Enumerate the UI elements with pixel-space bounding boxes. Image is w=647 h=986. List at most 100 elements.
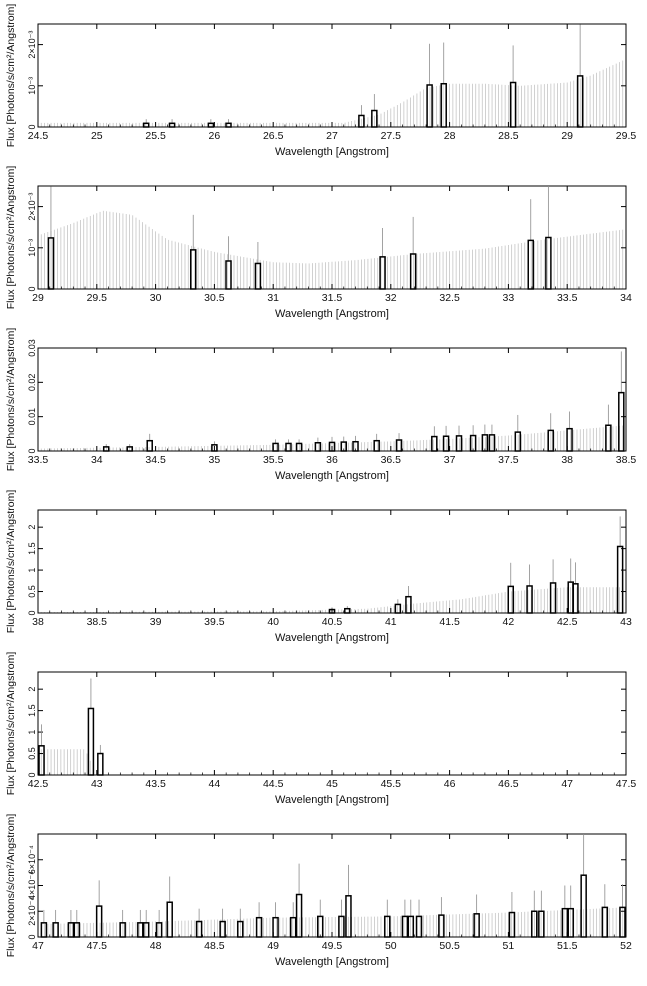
- flux-bar: [137, 922, 144, 938]
- flux-bar: [605, 424, 612, 452]
- flux-bar: [619, 906, 626, 938]
- y-tick-label: 10⁻³: [27, 239, 37, 257]
- flux-bar: [567, 907, 574, 938]
- x-tick-label: 33: [503, 292, 515, 304]
- flux-bar: [207, 122, 215, 128]
- x-tick-label: 32: [385, 292, 397, 304]
- flux-bar: [538, 910, 545, 938]
- x-tick-label: 33.5: [557, 292, 578, 304]
- panel-6: 47 47.5 48 48.5 49 49.5 50 50.5 51 51.5 52 0 2×10⁻⁴4…: [5, 814, 632, 968]
- flux-bar: [405, 595, 412, 614]
- y-tick-label: 0: [27, 772, 37, 777]
- flux-bar: [601, 906, 609, 938]
- x-tick-label: 46: [444, 778, 456, 790]
- x-tick-label: 32.5: [439, 292, 460, 304]
- flux-bar: [442, 435, 450, 452]
- flux-bar: [384, 915, 391, 938]
- flux-bar: [409, 253, 417, 290]
- flux-bar: [488, 434, 496, 452]
- flux-bar: [514, 431, 522, 452]
- flux-bar: [126, 446, 133, 452]
- panel-5: 42.5 43 43.5 44 44.5 45 45.5 46 46.5 47 47.5 0 0.5 1 1…: [5, 652, 636, 806]
- flux-bar: [52, 922, 59, 938]
- x-tick-label: 37: [444, 454, 456, 466]
- flux-bar: [426, 84, 433, 128]
- flux-bar: [272, 916, 279, 938]
- x-tick-label: 33.5: [28, 454, 49, 466]
- x-tick-label: 31.5: [322, 292, 343, 304]
- x-tick-label: 47.5: [87, 940, 108, 952]
- flux-bar: [285, 442, 292, 452]
- flux-bar: [340, 441, 348, 452]
- x-tick-label: 45: [326, 778, 338, 790]
- flux-bar: [576, 75, 584, 128]
- flux-bar: [481, 434, 489, 452]
- x-tick-label: 34.5: [145, 454, 166, 466]
- x-tick-label: 29.5: [616, 130, 637, 142]
- y-tick-label: 2: [27, 687, 37, 692]
- flux-bar: [40, 922, 48, 938]
- flux-bar: [146, 439, 153, 452]
- x-tick-label: 49.5: [322, 940, 343, 952]
- x-tick-label: 49: [267, 940, 279, 952]
- y-tick-label: 0: [27, 448, 37, 453]
- y-tick-label: 2×10⁻⁴: [27, 897, 37, 926]
- flux-bar: [547, 429, 554, 452]
- y-tick-label: 0: [27, 286, 37, 291]
- flux-bar: [455, 435, 463, 452]
- y-tick-label: 0: [27, 934, 37, 939]
- x-tick-label: 28: [444, 130, 456, 142]
- flux-bar: [431, 435, 438, 452]
- x-tick-label: 35: [209, 454, 221, 466]
- flux-bar: [272, 442, 279, 452]
- flux-bar: [394, 603, 402, 614]
- flux-bar: [508, 911, 516, 938]
- y-tick-label: 0: [27, 610, 37, 615]
- x-tick-label: 43: [620, 616, 632, 628]
- y-axis-label: Flux [Photons/s/cm²/Angstrom]: [5, 652, 17, 796]
- x-tick-label: 44.5: [263, 778, 284, 790]
- x-tick-label: 36: [326, 454, 338, 466]
- flux-bar: [38, 745, 45, 776]
- panel-3: 33.5 34 34.5 35 35.5 36 36.5 37 37.5 38 38.5 0 0.01 0…: [5, 328, 636, 482]
- flux-bar: [73, 922, 81, 938]
- x-tick-label: 28.5: [498, 130, 519, 142]
- x-tick-label: 42.5: [28, 778, 49, 790]
- x-tick-label: 26: [209, 130, 221, 142]
- x-tick-label: 41: [385, 616, 397, 628]
- flux-bar: [142, 122, 150, 128]
- x-axis-label: Wavelength [Angstrom]: [275, 146, 389, 158]
- y-axis-label: Flux [Photons/s/cm²/Angstrom]: [5, 490, 17, 634]
- x-axis-label: Wavelength [Angstrom]: [275, 794, 389, 806]
- flux-bar: [469, 434, 477, 452]
- y-tick-label: 0.02: [27, 374, 37, 392]
- x-tick-label: 39.5: [204, 616, 225, 628]
- x-axis-label: Wavelength [Angstrom]: [275, 308, 389, 320]
- y-tick-label: 2: [27, 525, 37, 530]
- flux-bar: [580, 874, 587, 938]
- flux-bar: [254, 262, 262, 290]
- x-tick-label: 30: [150, 292, 162, 304]
- y-axis-label: Flux [Photons/s/cm²/Angstrom]: [5, 328, 17, 472]
- x-tick-label: 27: [326, 130, 338, 142]
- flux-bar: [237, 920, 244, 938]
- x-tick-label: 34: [91, 454, 103, 466]
- flux-bar: [415, 915, 423, 938]
- y-tick-label: 0.01: [27, 408, 37, 426]
- flux-bar: [371, 109, 378, 128]
- y-tick-label: 10⁻³: [27, 77, 37, 95]
- x-tick-label: 37.5: [498, 454, 519, 466]
- flux-bar: [379, 256, 386, 290]
- flux-bar: [219, 920, 226, 938]
- flux-bar: [142, 922, 150, 938]
- flux-bar: [572, 583, 579, 614]
- x-tick-label: 38: [32, 616, 44, 628]
- x-tick-label: 31: [267, 292, 279, 304]
- flux-bar: [97, 752, 104, 776]
- x-tick-label: 24.5: [28, 130, 49, 142]
- flux-bar: [67, 922, 75, 938]
- flux-bar: [440, 82, 447, 128]
- y-tick-label: 2×10⁻³: [27, 193, 37, 221]
- flux-bar: [438, 914, 445, 938]
